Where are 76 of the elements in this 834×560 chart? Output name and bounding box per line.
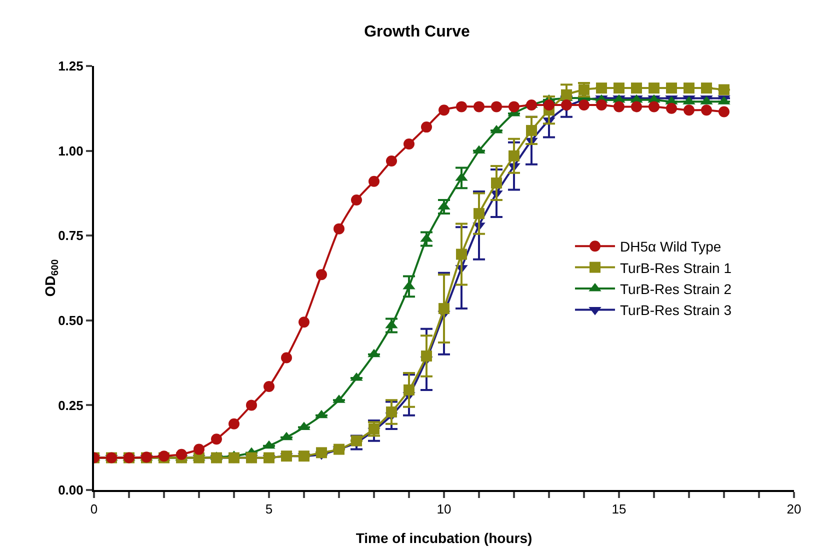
- point: [491, 101, 502, 112]
- y-tick-label: 0.25: [58, 398, 84, 413]
- point: [561, 100, 572, 111]
- point: [281, 450, 292, 462]
- point: [614, 82, 624, 94]
- point: [491, 178, 502, 189]
- point: [456, 248, 467, 260]
- point: [298, 316, 310, 328]
- point: [648, 82, 660, 94]
- point: [508, 101, 520, 112]
- point: [684, 82, 694, 94]
- chart-title: Growth Curve: [364, 23, 470, 40]
- point: [316, 269, 327, 280]
- point: [421, 122, 432, 133]
- legend-label: DH5α Wild Type: [620, 238, 722, 255]
- point: [648, 101, 660, 112]
- point: [316, 447, 327, 458]
- point: [631, 82, 642, 94]
- x-axis-title: Time of incubation (hours): [356, 530, 532, 546]
- point: [404, 384, 414, 396]
- point: [176, 448, 187, 460]
- point: [228, 452, 240, 464]
- y-tick-label: 0.00: [58, 482, 84, 498]
- point: [298, 450, 310, 462]
- point: [631, 101, 642, 112]
- point: [701, 104, 712, 116]
- point: [578, 100, 590, 111]
- point: [351, 194, 362, 206]
- x-tick-label: 0: [90, 502, 98, 517]
- point: [404, 138, 414, 150]
- point: [718, 106, 730, 118]
- y-tick-label: 0.50: [58, 312, 84, 328]
- point: [194, 444, 204, 455]
- point: [386, 155, 397, 166]
- x-tick-label: 5: [265, 502, 273, 517]
- point: [474, 101, 484, 112]
- y-tick-label: 0.75: [58, 228, 84, 244]
- point: [474, 208, 484, 220]
- point: [368, 176, 380, 187]
- point: [281, 352, 292, 364]
- legend-label: TurB-Res Strain 2: [620, 280, 732, 297]
- point: [666, 102, 677, 114]
- point: [264, 452, 274, 464]
- point: [421, 350, 432, 362]
- point: [246, 452, 257, 464]
- point: [438, 303, 450, 314]
- x-tick-label: 20: [786, 502, 802, 517]
- point: [211, 434, 222, 445]
- point: [334, 444, 344, 455]
- point: [264, 381, 274, 392]
- point: [386, 406, 397, 418]
- point: [508, 150, 520, 162]
- point: [351, 435, 362, 446]
- legend-label: TurB-Res Strain 3: [620, 302, 732, 318]
- point: [561, 89, 572, 100]
- point: [334, 223, 344, 234]
- x-tick-label: 10: [436, 502, 452, 517]
- point: [228, 418, 240, 430]
- point: [666, 82, 677, 94]
- point: [596, 100, 607, 111]
- y-tick-label: 1.25: [58, 58, 84, 74]
- point: [718, 84, 730, 96]
- point: [596, 82, 607, 94]
- point: [544, 100, 554, 111]
- legend-label: TurB-Res Strain 1: [620, 260, 732, 276]
- point: [684, 104, 694, 116]
- point: [211, 452, 222, 464]
- point: [438, 104, 450, 116]
- point: [701, 82, 712, 94]
- point: [526, 124, 537, 136]
- point: [246, 400, 257, 411]
- y-tick-label: 1.00: [58, 143, 84, 158]
- point: [614, 101, 624, 112]
- x-tick-label: 15: [612, 502, 626, 517]
- point: [456, 101, 467, 112]
- point: [526, 100, 537, 111]
